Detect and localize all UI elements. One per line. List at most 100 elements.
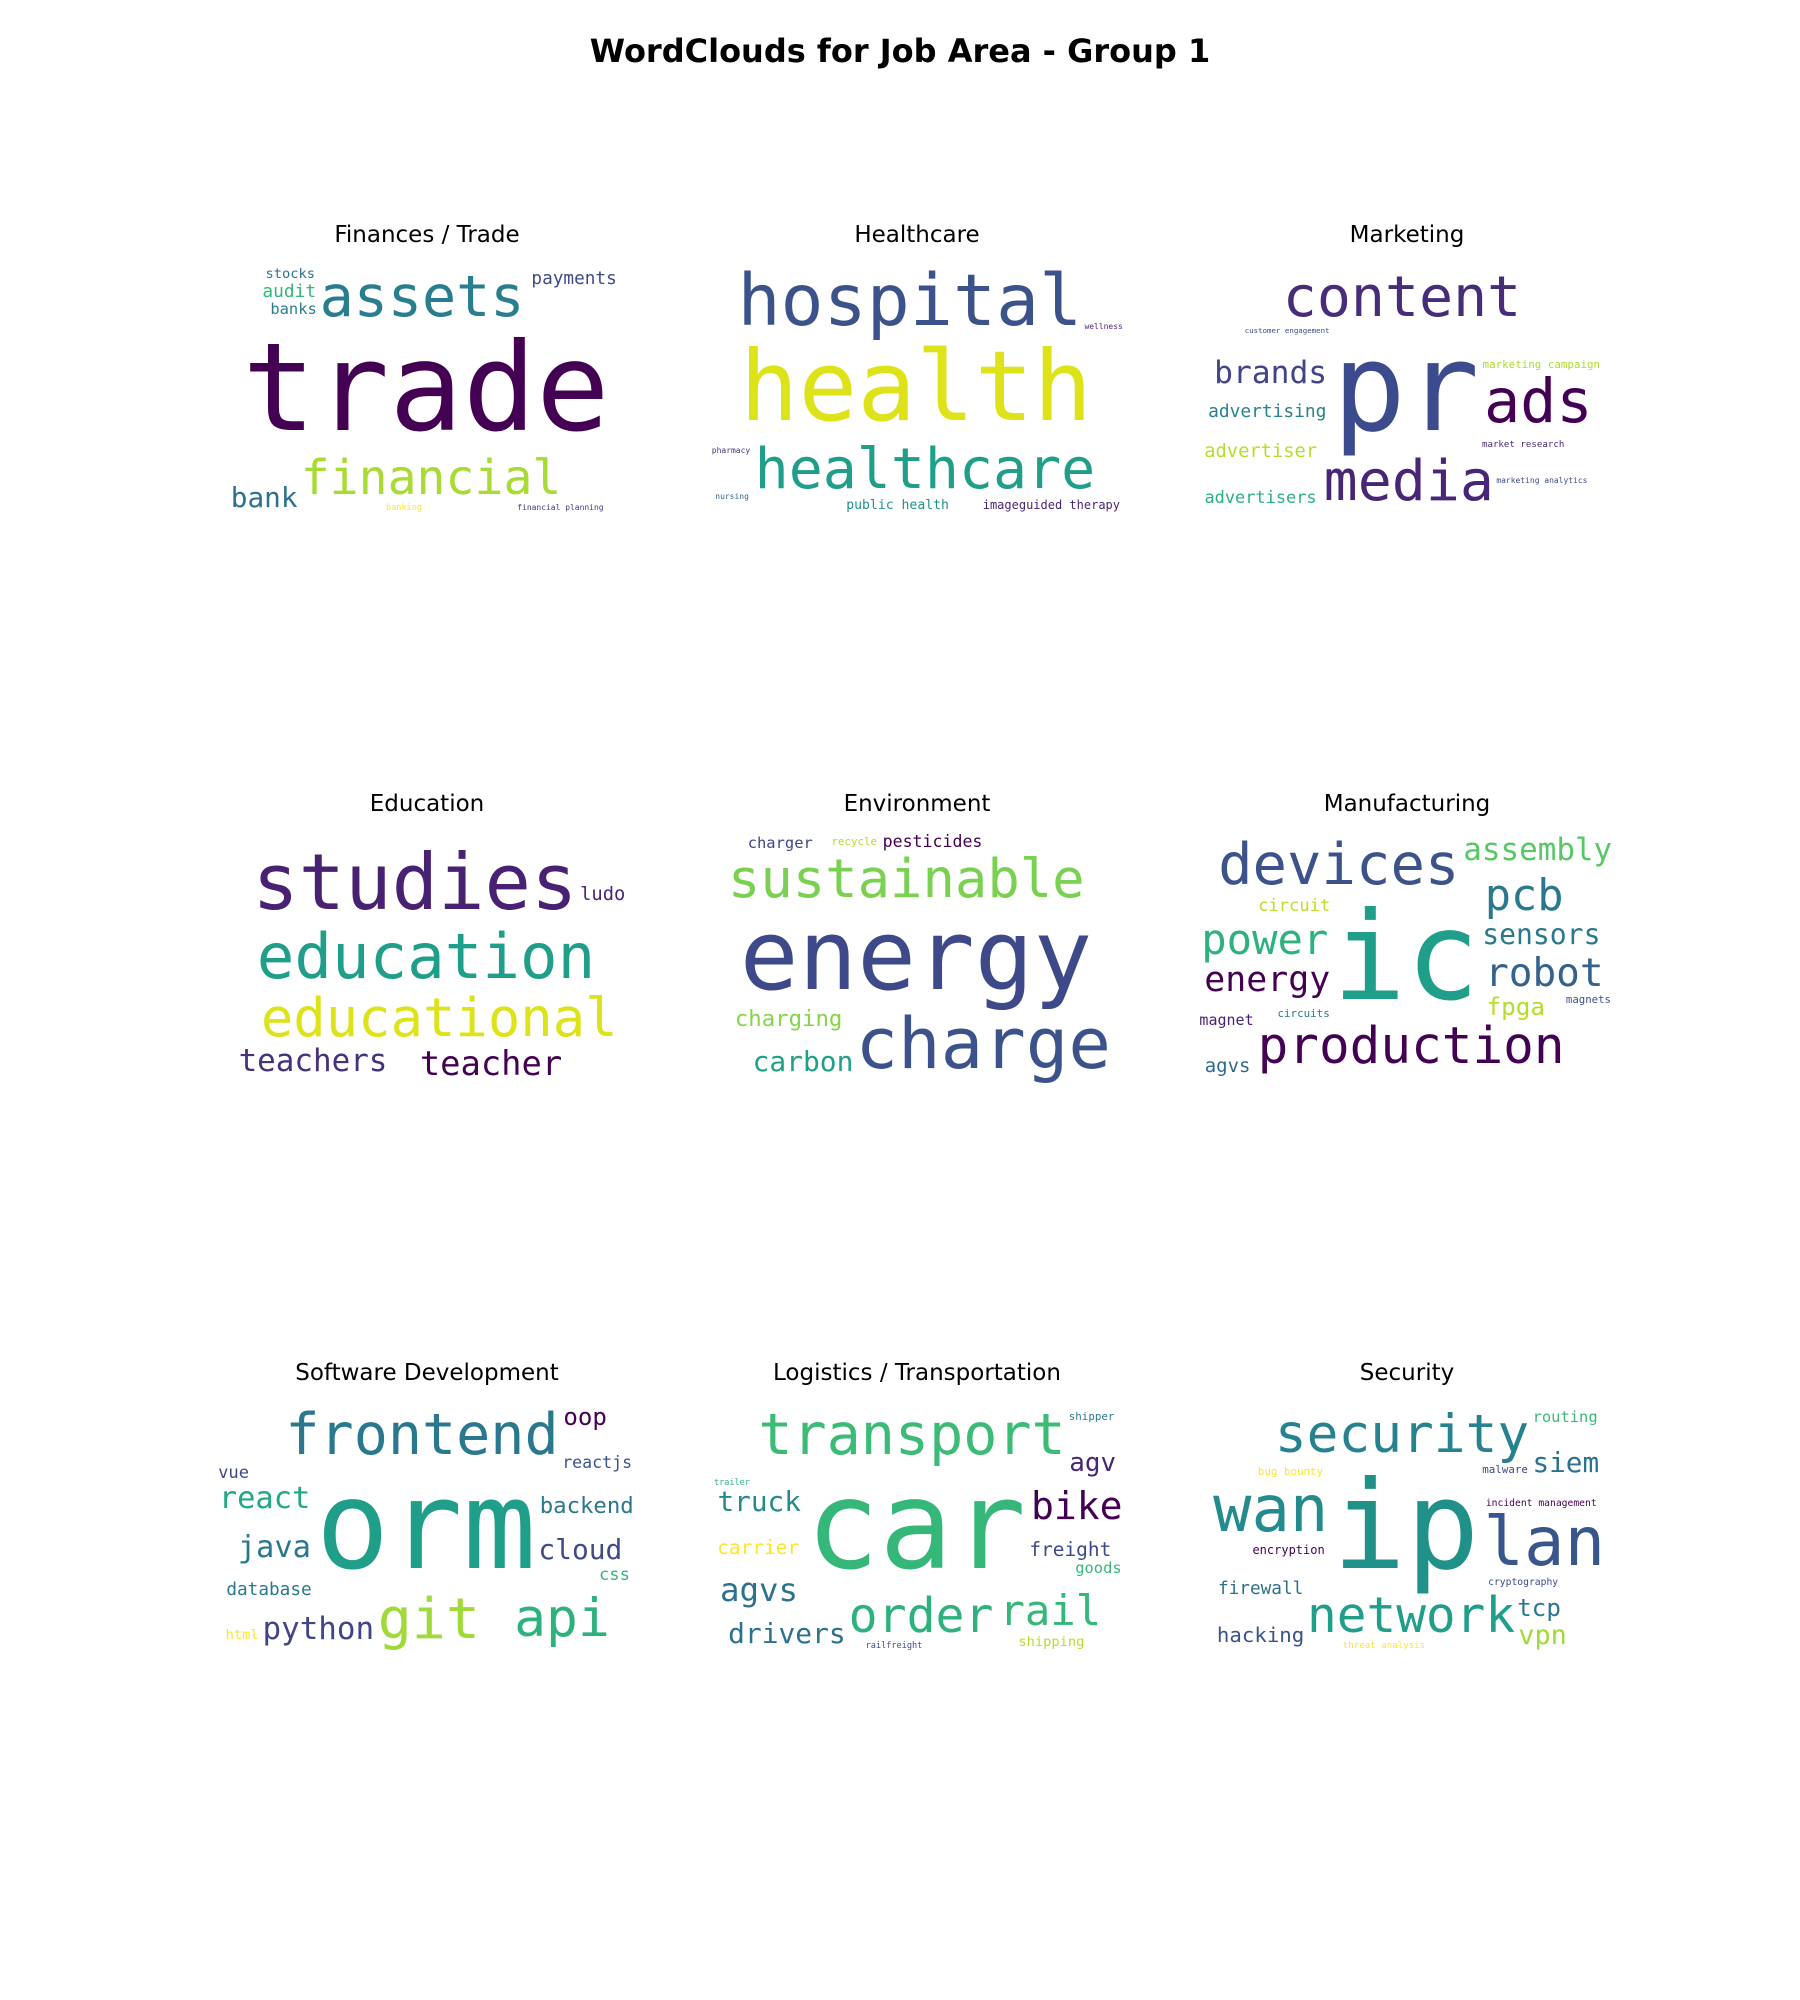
- word: power: [1201, 915, 1329, 965]
- word: advertiser: [1204, 440, 1318, 462]
- word: marketing campaign: [1482, 358, 1601, 372]
- word: malware: [1482, 1463, 1528, 1477]
- word: bike: [1030, 1484, 1123, 1529]
- word: shipper: [1068, 1410, 1115, 1424]
- word: financial: [300, 449, 562, 506]
- panel-title: Education: [369, 791, 485, 817]
- wordcloud: education educational studies teacher teache…: [217, 833, 637, 1083]
- word: circuits: [1277, 1007, 1330, 1021]
- panel-title: Logistics / Transportation: [773, 1360, 1061, 1386]
- word: cryptography: [1488, 1577, 1559, 1589]
- word: banking: [385, 502, 422, 513]
- word: education: [256, 920, 596, 994]
- word: shipping: [1018, 1634, 1085, 1651]
- word: transport: [758, 1402, 1066, 1468]
- word: sensors: [1482, 917, 1601, 951]
- word: security: [1274, 1403, 1530, 1465]
- word: hacking: [1216, 1623, 1305, 1648]
- word: backend: [539, 1493, 634, 1520]
- word: incident management: [1485, 1497, 1597, 1509]
- word: wan: [1213, 1473, 1329, 1548]
- word: drivers: [728, 1616, 846, 1650]
- word: magnet: [1199, 1010, 1254, 1029]
- word: hospital: [737, 264, 1083, 343]
- word: public health: [846, 497, 949, 513]
- panel-title: Software Development: [295, 1360, 559, 1386]
- word: routing: [1532, 1407, 1598, 1426]
- word: charging: [734, 1006, 843, 1033]
- word: react: [218, 1481, 311, 1517]
- word: market research: [1481, 439, 1565, 450]
- word: bug bounty: [1257, 1464, 1324, 1478]
- word: fpga: [1486, 991, 1546, 1021]
- word: encryption: [1252, 1543, 1325, 1558]
- word: audit: [262, 280, 317, 302]
- word: tcp: [1517, 1593, 1561, 1622]
- word: recycle: [831, 835, 878, 849]
- wordcloud: health healthcare hospital public health ima…: [707, 264, 1127, 514]
- word: carbon: [752, 1044, 854, 1078]
- word: financial planning: [517, 503, 604, 513]
- word: health: [739, 330, 1093, 445]
- word: pharmacy: [711, 445, 751, 455]
- word: content: [1282, 264, 1522, 330]
- word: advertising: [1208, 400, 1327, 422]
- word: firewall: [1217, 1579, 1304, 1600]
- figure-title: WordClouds for Job Area - Group 1: [589, 32, 1211, 70]
- word: truck: [717, 1485, 801, 1519]
- word: reactjs: [562, 1453, 633, 1473]
- word: pr: [1332, 316, 1480, 459]
- word: magnets: [1565, 992, 1611, 1006]
- word: agvs: [1204, 1055, 1251, 1078]
- word: siem: [1532, 1446, 1600, 1480]
- word: trailer: [713, 1477, 750, 1488]
- word: ip: [1332, 1454, 1480, 1597]
- word: assets: [319, 264, 525, 330]
- word: customer engagement: [1244, 326, 1330, 336]
- word: wellness: [1084, 322, 1123, 332]
- word: car: [805, 1454, 1027, 1597]
- word: css: [598, 1564, 630, 1585]
- word: energy: [739, 899, 1093, 1014]
- word: energy: [1204, 960, 1331, 1001]
- word: pcb: [1484, 871, 1564, 922]
- word: agvs: [720, 1571, 799, 1610]
- word: marketing analytics: [1496, 475, 1588, 485]
- wordcloud: orm frontend git api python backend cloud react…: [217, 1402, 637, 1652]
- word: charge: [855, 1002, 1111, 1083]
- word: teacher: [419, 1043, 563, 1083]
- wordcloud: ip lan wan network security firewall siem hacki…: [1197, 1402, 1617, 1652]
- wordcloud: pr ads content media brands advertising advert…: [1197, 264, 1617, 514]
- word: payments: [531, 269, 617, 290]
- word: charger: [747, 833, 813, 852]
- word: teachers: [238, 1043, 388, 1080]
- wordcloud: ic production devices power assembly sensors r…: [1197, 833, 1617, 1083]
- word: sustainable: [727, 846, 1085, 910]
- word: healthcare: [754, 436, 1096, 503]
- word: orm: [315, 1454, 537, 1597]
- word: git: [377, 1586, 480, 1652]
- word: vpn: [1518, 1619, 1567, 1651]
- word: stocks: [265, 265, 316, 282]
- word: carrier: [717, 1535, 800, 1559]
- word: nursing: [715, 492, 749, 502]
- word: oop: [563, 1403, 607, 1432]
- word: robot: [1485, 950, 1604, 997]
- word: trade: [242, 316, 610, 459]
- panel-title: Security: [1359, 1360, 1455, 1386]
- word: java: [237, 1530, 311, 1566]
- word: database: [226, 1579, 312, 1600]
- word: devices: [1218, 833, 1460, 898]
- word: ic: [1332, 885, 1480, 1028]
- word: assembly: [1463, 833, 1613, 868]
- word: order: [848, 1587, 994, 1644]
- word: agv: [1069, 1448, 1117, 1479]
- word: python: [262, 1611, 375, 1648]
- panel-title: Finances / Trade: [334, 222, 520, 248]
- panel-title: Healthcare: [854, 222, 980, 248]
- word: vue: [218, 1463, 250, 1484]
- word: circuit: [1258, 896, 1331, 917]
- word: brands: [1214, 354, 1328, 391]
- word: banks: [270, 299, 317, 318]
- panel-title: Marketing: [1349, 222, 1465, 248]
